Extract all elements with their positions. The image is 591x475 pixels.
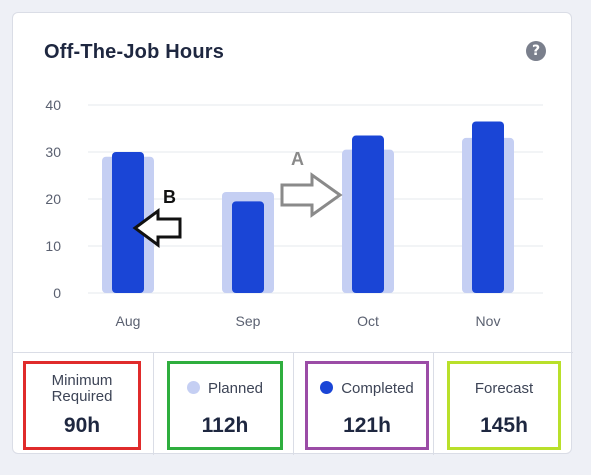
y-tick-label: 0 bbox=[53, 285, 61, 301]
annotation-b-arrow-icon bbox=[132, 208, 182, 248]
minimum-label-line2: Required bbox=[51, 388, 113, 405]
stats-row: Minimum Required 90h Planned 112h Comple… bbox=[13, 352, 573, 455]
completed-label: Completed bbox=[308, 380, 426, 397]
y-tick-label: 10 bbox=[45, 238, 61, 254]
annotation-a-arrow-icon bbox=[280, 172, 343, 218]
minimum-label-line1: Minimum bbox=[51, 372, 113, 389]
stat-divider bbox=[433, 353, 434, 455]
minimum-required-stat: Minimum Required 90h bbox=[23, 361, 141, 450]
minimum-required-value: 90h bbox=[63, 414, 101, 437]
y-tick-label: 30 bbox=[45, 144, 61, 160]
y-tick-label: 20 bbox=[45, 191, 61, 207]
completed-dot-icon bbox=[320, 381, 334, 394]
completed-stat: Completed 121h bbox=[305, 361, 429, 450]
planned-value: 112h bbox=[201, 414, 249, 437]
annotation-b-label: B bbox=[163, 187, 176, 207]
completed-bar bbox=[112, 152, 144, 293]
planned-stat: Planned 112h bbox=[167, 361, 283, 450]
question-circle-icon[interactable]: ? bbox=[526, 41, 546, 61]
x-tick-label: Aug bbox=[116, 313, 141, 329]
minimum-required-label: Minimum Required bbox=[26, 373, 138, 405]
planned-label: Planned bbox=[170, 380, 280, 397]
stat-divider bbox=[153, 353, 154, 455]
off-the-job-hours-card: Off-The-Job Hours ? 0 10 20 30 40 Aug Sep Oct No… bbox=[12, 12, 573, 455]
x-tick-label: Sep bbox=[236, 313, 261, 329]
x-tick-label: Nov bbox=[476, 313, 501, 329]
annotation-a-label: A bbox=[291, 149, 304, 169]
completed-bar bbox=[352, 135, 384, 293]
bar-chart: 0 10 20 30 40 Aug Sep Oct Nov A B bbox=[45, 97, 543, 329]
forecast-stat: Forecast 145h bbox=[447, 361, 561, 450]
planned-label-text: Planned bbox=[207, 380, 264, 397]
completed-label-text: Completed bbox=[341, 380, 414, 397]
card-title: Off-The-Job Hours bbox=[44, 41, 225, 63]
completed-value: 121h bbox=[343, 414, 391, 437]
forecast-value: 145h bbox=[480, 414, 528, 437]
x-tick-label: Oct bbox=[357, 313, 379, 329]
stat-divider bbox=[293, 353, 294, 455]
planned-dot-icon bbox=[186, 381, 200, 394]
completed-bar bbox=[232, 201, 264, 293]
completed-bar bbox=[472, 121, 504, 293]
forecast-label: Forecast bbox=[474, 380, 534, 397]
y-tick-label: 40 bbox=[45, 97, 61, 113]
